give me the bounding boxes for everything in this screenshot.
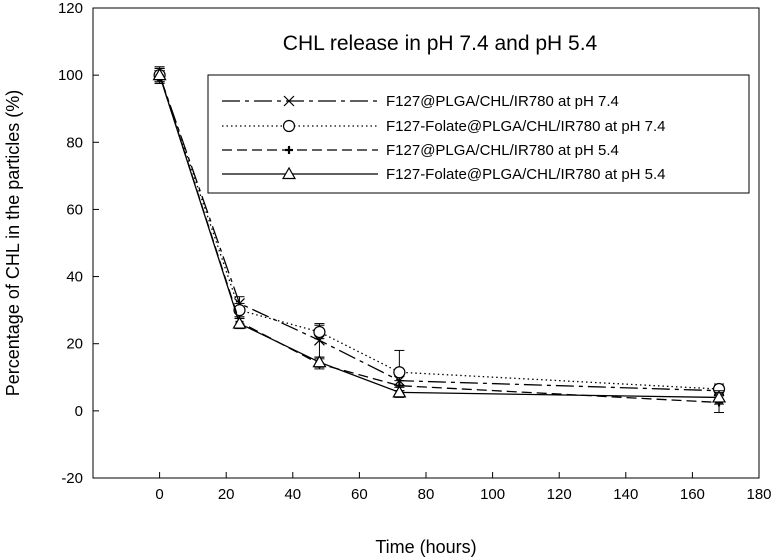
data-point <box>232 316 247 329</box>
data-point <box>392 385 407 398</box>
legend-label: F127-Folate@PLGA/CHL/IR780 at pH 7.4 <box>386 118 666 135</box>
marker-circle <box>313 325 326 339</box>
legend-box <box>207 74 750 194</box>
x-axis-title: Time (hours) <box>375 537 476 557</box>
y-tick-label: 40 <box>66 269 83 286</box>
y-tick-label: 80 <box>66 134 83 151</box>
marker-triangle <box>232 316 247 329</box>
legend-marker <box>282 119 296 133</box>
legend-label: F127-Folate@PLGA/CHL/IR780 at pH 5.4 <box>386 166 666 183</box>
legend-entry-2: F127-Folate@PLGA/CHL/IR780 at pH 7.4 <box>222 118 666 135</box>
x-tick-label: 60 <box>351 486 368 503</box>
data-point <box>393 366 406 379</box>
data-point <box>313 325 326 339</box>
x-tick-label: 80 <box>418 486 435 503</box>
x-tick-label: 180 <box>746 486 771 503</box>
y-tick-label: 60 <box>66 201 83 218</box>
data-point <box>152 67 167 81</box>
marker-triangle <box>281 166 297 180</box>
y-tick-label: 120 <box>58 0 83 17</box>
data-point <box>712 390 727 403</box>
x-tick-label: 160 <box>680 486 705 503</box>
x-tick-label: 120 <box>547 486 572 503</box>
marker-circle <box>282 119 296 133</box>
marker-x-stroke <box>283 95 295 107</box>
x-tick-label: 40 <box>284 486 301 503</box>
legend-marker <box>281 166 297 180</box>
legend-entry-1: F127@PLGA/CHL/IR780 at pH 7.4 <box>222 93 619 110</box>
x-tick-label: 100 <box>480 486 505 503</box>
axes: 0 20 40 60 80 100 120 140 160 180 -20 0 20 40 60 80 100 1… <box>58 0 772 503</box>
y-tick-label: 0 <box>75 403 83 420</box>
data-point <box>312 354 327 368</box>
chart-title: CHL release in pH 7.4 and pH 5.4 <box>283 32 598 55</box>
legend: F127@PLGA/CHL/IR780 at pH 7.4 F127-Folate… <box>207 74 750 194</box>
y-tick-label: -20 <box>61 470 83 487</box>
x-tick-label: 0 <box>155 486 163 503</box>
legend-label: F127@PLGA/CHL/IR780 at pH 5.4 <box>386 142 619 159</box>
legend-entry-3: F127@PLGA/CHL/IR780 at pH 5.4 <box>222 142 619 159</box>
y-tick-label: 100 <box>58 67 83 84</box>
marker-triangle <box>712 390 727 403</box>
series-4 <box>152 67 727 405</box>
legend-marker <box>283 95 295 107</box>
marker-triangle <box>152 67 167 81</box>
y-axis-title: Percentage of CHL in the particles (%) <box>3 90 23 396</box>
marker-triangle <box>312 354 327 368</box>
x-tick-label: 20 <box>218 486 235 503</box>
legend-label: F127@PLGA/CHL/IR780 at pH 7.4 <box>386 93 619 110</box>
marker-circle <box>393 366 406 379</box>
legend-entry-4: F127-Folate@PLGA/CHL/IR780 at pH 5.4 <box>222 166 666 183</box>
legend-marker <box>285 146 293 154</box>
y-tick-label: 20 <box>66 336 83 353</box>
x-tick-label: 140 <box>613 486 638 503</box>
marker-triangle <box>392 385 407 398</box>
series-line <box>158 74 720 390</box>
series-layer <box>152 66 727 414</box>
